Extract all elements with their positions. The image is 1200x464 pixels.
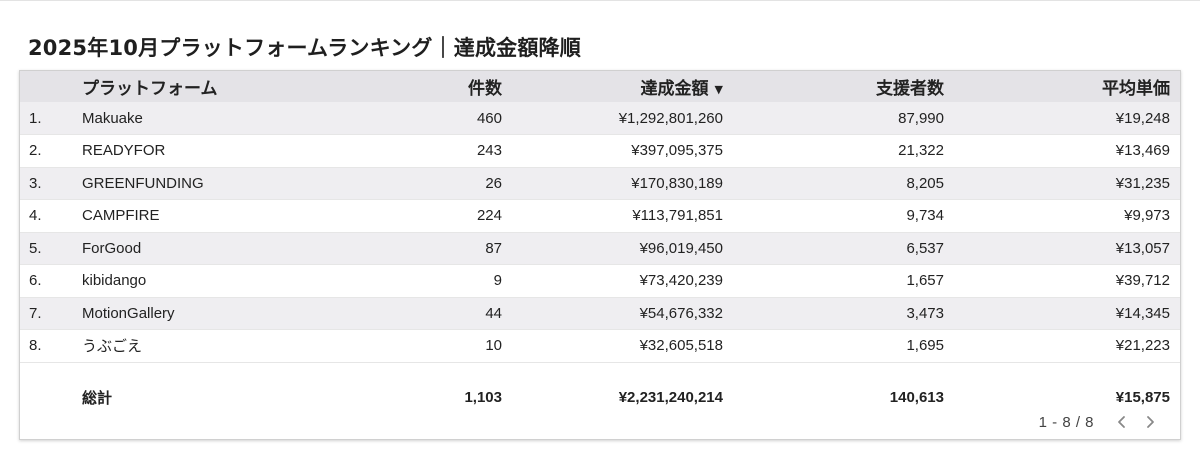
row-avg-price: ¥14,345 (1115, 304, 1170, 322)
row-avg-price: ¥19,248 (1115, 109, 1170, 127)
row-backers: 87,990 (898, 109, 944, 127)
row-amount: ¥96,019,450 (639, 239, 723, 257)
row-platform: ForGood (82, 239, 142, 257)
table-header-row: プラットフォーム 件数 達成金額 ▼ 支援者数 平均単価 (20, 71, 1180, 102)
row-amount: ¥397,095,375 (631, 142, 723, 160)
row-platform: CAMPFIRE (82, 207, 160, 225)
top-divider (0, 0, 1200, 1)
ranking-table-card: プラットフォーム 件数 達成金額 ▼ 支援者数 平均単価 1. Makuake 4… (19, 70, 1181, 440)
row-backers: 21,322 (898, 142, 944, 160)
total-rank-blank (20, 362, 64, 430)
row-avg-price: ¥39,712 (1115, 272, 1170, 290)
row-platform: GREENFUNDING (82, 174, 204, 192)
table-row: 3. GREENFUNDING 26 ¥170,830,189 8,205 ¥3… (20, 167, 1180, 200)
row-count: 460 (476, 109, 502, 127)
report-title: 2025年10月プラットフォームランキング｜達成金額降順 (28, 36, 581, 60)
chevron-right-icon (1147, 416, 1154, 428)
row-platform: kibidango (82, 272, 147, 290)
row-platform: Makuake (82, 109, 143, 127)
row-rank: 6. (29, 272, 42, 290)
chevron-left-icon (1118, 416, 1125, 428)
total-count: 1,103 (464, 388, 502, 406)
row-count: 10 (485, 337, 502, 355)
table-row: 6. kibidango 9 ¥73,420,239 1,657 ¥39,712 (20, 265, 1180, 297)
table-row: 2. READYFOR 243 ¥397,095,375 21,322 ¥13,… (20, 135, 1180, 167)
row-amount: ¥32,605,518 (639, 337, 723, 355)
header-backers[interactable]: 支援者数 (876, 79, 944, 99)
prev-page-button[interactable] (1108, 410, 1136, 434)
row-rank: 3. (29, 174, 42, 192)
row-backers: 8,205 (906, 174, 944, 192)
sort-desc-icon: ▼ (714, 82, 723, 96)
ranking-table: プラットフォーム 件数 達成金額 ▼ 支援者数 平均単価 1. Makuake 4… (20, 71, 1180, 430)
total-row: 総計 1,103 ¥2,231,240,214 140,613 ¥15,875 (20, 362, 1180, 430)
row-count: 87 (485, 239, 502, 257)
row-rank: 2. (29, 142, 42, 160)
header-count[interactable]: 件数 (468, 79, 502, 99)
table-row: 7. MotionGallery 44 ¥54,676,332 3,473 ¥1… (20, 297, 1180, 330)
header-platform[interactable]: プラットフォーム (82, 79, 218, 99)
row-rank: 8. (29, 337, 42, 355)
pagination: 1 - 8 / 8 (1039, 410, 1164, 434)
row-avg-price: ¥31,235 (1115, 174, 1170, 192)
header-amount-label: 達成金額 (640, 79, 709, 99)
row-backers: 6,537 (906, 239, 944, 257)
row-amount: ¥113,791,851 (632, 207, 723, 225)
row-count: 9 (493, 272, 502, 290)
row-count: 224 (476, 207, 502, 225)
row-count: 26 (485, 174, 502, 192)
row-backers: 3,473 (906, 304, 944, 322)
next-page-button[interactable] (1136, 410, 1164, 434)
row-avg-price: ¥13,057 (1115, 239, 1170, 257)
row-amount: ¥54,676,332 (639, 304, 723, 322)
total-backers: 140,613 (889, 388, 944, 406)
table-row: 1. Makuake 460 ¥1,292,801,260 87,990 ¥19… (20, 102, 1180, 135)
row-rank: 1. (29, 109, 42, 127)
row-platform: うぶごえ (82, 338, 143, 356)
row-backers: 1,657 (906, 272, 944, 290)
row-rank: 7. (29, 304, 42, 322)
header-rank (20, 71, 64, 102)
row-platform: MotionGallery (82, 304, 175, 322)
row-rank: 4. (29, 207, 42, 225)
header-avg-price[interactable]: 平均単価 (1102, 79, 1170, 99)
row-avg-price: ¥13,469 (1115, 142, 1170, 160)
total-label: 総計 (82, 389, 113, 407)
table-row: 4. CAMPFIRE 224 ¥113,791,851 9,734 ¥9,97… (20, 200, 1180, 232)
row-amount: ¥1,292,801,260 (618, 109, 723, 127)
total-amount: ¥2,231,240,214 (618, 388, 723, 406)
row-count: 44 (485, 304, 502, 322)
row-amount: ¥73,420,239 (639, 272, 723, 290)
row-platform: READYFOR (82, 142, 166, 160)
row-avg-price: ¥9,973 (1124, 207, 1170, 225)
row-amount: ¥170,830,189 (631, 174, 723, 192)
row-avg-price: ¥21,223 (1115, 337, 1170, 355)
row-backers: 1,695 (906, 337, 944, 355)
row-backers: 9,734 (906, 207, 944, 225)
table-row: 5. ForGood 87 ¥96,019,450 6,537 ¥13,057 (20, 232, 1180, 265)
total-avg-price: ¥15,875 (1115, 388, 1170, 406)
table-row: 8. うぶごえ 10 ¥32,605,518 1,695 ¥21,223 (20, 330, 1180, 362)
row-count: 243 (476, 142, 502, 160)
row-rank: 5. (29, 239, 42, 257)
header-amount[interactable]: 達成金額 ▼ (510, 71, 731, 102)
page-range: 1 - 8 / 8 (1038, 413, 1094, 431)
